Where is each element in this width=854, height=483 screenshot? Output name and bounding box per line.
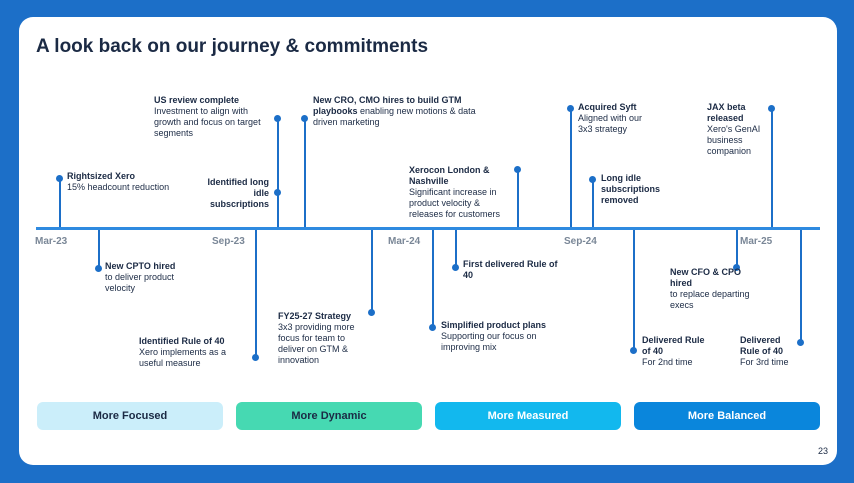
event-fy25-strategy: FY25-27 Strategy 3x3 providing more focus… bbox=[278, 311, 355, 365]
event-syft: Acquired Syft Aligned with our 3x3 strate… bbox=[578, 102, 643, 134]
event-cfo-cpo: New CFO & CPO hired to replace departing … bbox=[670, 267, 750, 310]
timeline-stem bbox=[255, 230, 257, 357]
timeline-dot bbox=[567, 105, 574, 112]
event-jax: JAX beta released Xero's GenAI business c… bbox=[707, 102, 761, 156]
timeline-dot bbox=[368, 309, 375, 316]
event-cro-cmo: New CRO, CMO hires to build GTM playbook… bbox=[313, 95, 476, 127]
timeline-stem bbox=[592, 180, 594, 227]
timeline-dot bbox=[301, 115, 308, 122]
timeline-dot bbox=[733, 264, 740, 271]
slide: A look back on our journey & commitments… bbox=[19, 17, 837, 465]
event-cpto: New CPTO hired to deliver product velocit… bbox=[105, 261, 176, 293]
timeline-dot bbox=[429, 324, 436, 331]
timeline-axis bbox=[36, 227, 820, 230]
timeline-stem bbox=[633, 230, 635, 350]
timeline-stem bbox=[455, 230, 457, 267]
timeline-dot bbox=[630, 347, 637, 354]
timeline-dot bbox=[274, 115, 281, 122]
timeline-dot bbox=[797, 339, 804, 346]
event-us-review: US review complete Investment to align wi… bbox=[154, 95, 261, 138]
timeline-dot bbox=[589, 176, 596, 183]
timeline-stem bbox=[432, 230, 434, 327]
date-label: Sep-24 bbox=[564, 236, 597, 247]
timeline-dot bbox=[56, 175, 63, 182]
page-title: A look back on our journey & commitments bbox=[36, 36, 429, 57]
pillar-more-balanced: More Balanced bbox=[634, 402, 820, 430]
timeline-stem bbox=[771, 109, 773, 227]
event-idle-identified: Identified long idle subscriptions bbox=[207, 177, 270, 209]
pillar-more-measured: More Measured bbox=[435, 402, 621, 430]
timeline-stem bbox=[371, 230, 373, 312]
date-label: Mar-23 bbox=[35, 236, 68, 247]
event-rightsized: Rightsized Xero 15% headcount reduction bbox=[67, 171, 170, 192]
timeline-dot bbox=[274, 189, 281, 196]
event-xerocon: Xerocon London & Nashville Significant in… bbox=[409, 165, 501, 219]
timeline-stem bbox=[304, 119, 306, 227]
date-label: Sep-23 bbox=[212, 236, 245, 247]
pillar-more-dynamic: More Dynamic bbox=[236, 402, 422, 430]
timeline-dot bbox=[768, 105, 775, 112]
timeline-stem bbox=[800, 230, 802, 342]
timeline-stem bbox=[277, 119, 279, 227]
event-rule40-identified: Identified Rule of 40 Xero implements as … bbox=[139, 336, 227, 368]
timeline-stem bbox=[570, 109, 572, 227]
date-label: Mar-24 bbox=[388, 236, 421, 247]
event-delivered-2nd: Delivered Rule of 40 For 2nd time bbox=[642, 335, 705, 367]
timeline-dot bbox=[252, 354, 259, 361]
timeline-dot bbox=[452, 264, 459, 271]
timeline-stem bbox=[59, 179, 61, 227]
pillar-more-focused: More Focused bbox=[37, 402, 223, 430]
event-delivered-3rd: Delivered Rule of 40 For 3rd time bbox=[740, 335, 789, 367]
timeline-stem bbox=[98, 230, 100, 268]
timeline-stem bbox=[736, 230, 738, 267]
page-number: 23 bbox=[817, 446, 828, 456]
event-idle-removed: Long idle subscriptions removed bbox=[601, 173, 661, 205]
event-first-rule40: First delivered Rule of 40 bbox=[463, 259, 558, 280]
timeline-stem bbox=[517, 170, 519, 227]
timeline-dot bbox=[95, 265, 102, 272]
event-simplified-plans: Simplified product plans Supporting our f… bbox=[441, 320, 547, 352]
date-label: Mar-25 bbox=[740, 236, 773, 247]
timeline-dot bbox=[514, 166, 521, 173]
